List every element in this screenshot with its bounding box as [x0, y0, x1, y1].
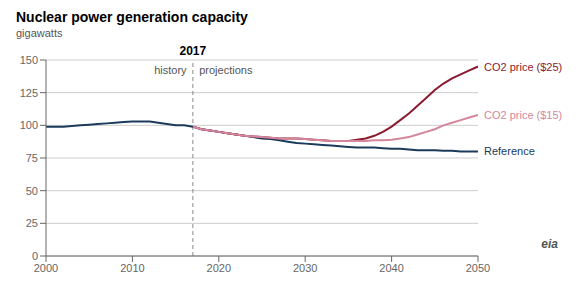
- svg-text:0: 0: [32, 250, 38, 262]
- svg-text:75: 75: [26, 152, 38, 164]
- svg-text:125: 125: [20, 87, 38, 99]
- svg-text:100: 100: [20, 119, 38, 131]
- html-text:Nuclear power generation capac: Nuclear power generation capacity: [16, 9, 248, 25]
- svg-text:2020: 2020: [207, 262, 231, 274]
- svg-text:2017: 2017: [180, 44, 207, 58]
- svg-text:history: history: [154, 64, 187, 76]
- svg-text:projections: projections: [199, 64, 253, 76]
- svg-text:50: 50: [26, 185, 38, 197]
- svg-text:2000: 2000: [34, 262, 58, 274]
- svg-text:Reference: Reference: [484, 145, 535, 157]
- html-text:eia: eia: [541, 237, 558, 251]
- svg-text:CO2 price ($25): CO2 price ($25): [484, 61, 562, 73]
- svg-text:25: 25: [26, 217, 38, 229]
- svg-text:2050: 2050: [466, 262, 490, 274]
- svg-text:CO2 price ($15): CO2 price ($15): [484, 109, 562, 121]
- svg-text:2010: 2010: [120, 262, 144, 274]
- html-text:gigawatts: gigawatts: [16, 27, 63, 39]
- svg-text:150: 150: [20, 54, 38, 66]
- svg-text:2030: 2030: [293, 262, 317, 274]
- svg-text:2040: 2040: [379, 262, 403, 274]
